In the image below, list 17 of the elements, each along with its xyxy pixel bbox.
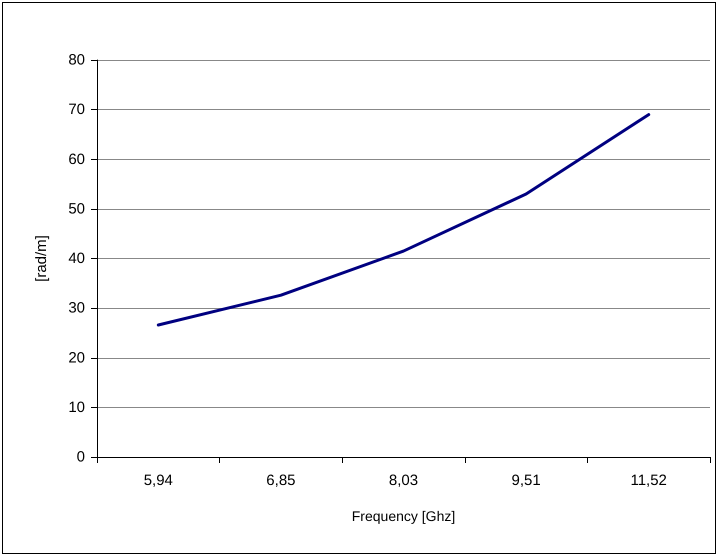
y-tick-label: 0 [76, 448, 85, 466]
y-tick-label: 80 [68, 52, 85, 68]
x-tick-label: 8,03 [388, 472, 418, 489]
y-tick-label: 20 [68, 349, 85, 366]
y-tick-label: 50 [68, 200, 85, 218]
x-tick-label: 5,94 [144, 472, 173, 489]
y-tick-label: 40 [68, 250, 85, 267]
x-tick-label: 6,85 [266, 472, 296, 489]
x-axis-title: Frequency [Ghz] [352, 508, 456, 524]
y-tick-label: 30 [68, 300, 85, 317]
y-tick-label: 10 [68, 398, 85, 416]
x-tick-label: 11,52 [630, 472, 667, 489]
y-tick-label: 70 [68, 101, 85, 118]
y-axis-title: [rad/m] [33, 235, 50, 282]
y-tick-label: 60 [68, 150, 85, 168]
line-series [156, 113, 650, 326]
x-tick-label: 9,51 [512, 472, 541, 489]
